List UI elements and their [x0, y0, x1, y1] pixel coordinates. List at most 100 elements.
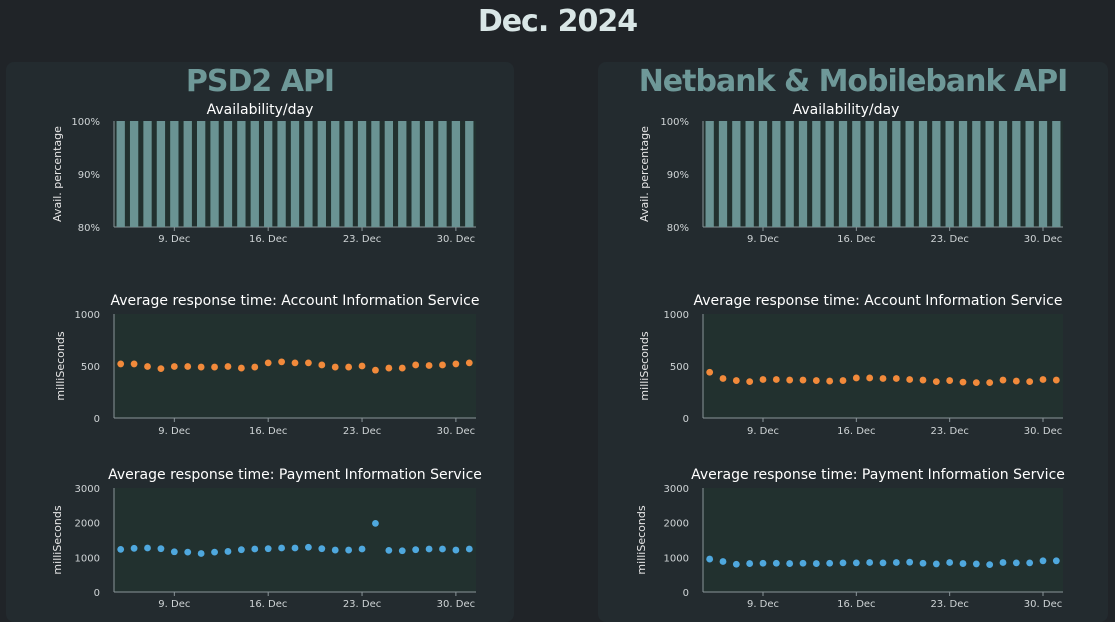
data-point — [278, 358, 285, 366]
x-tick-label: 9. Dec — [747, 599, 779, 610]
availability-bar — [878, 121, 888, 227]
x-tick-label: 9. Dec — [158, 426, 190, 437]
y-tick-label: 80% — [667, 223, 689, 234]
data-point — [345, 546, 353, 554]
data-point — [852, 559, 860, 567]
data-point — [157, 365, 165, 372]
data-point — [318, 361, 326, 369]
availability-bar — [745, 121, 754, 227]
availability-bar — [998, 121, 1008, 227]
availability-bar — [264, 121, 273, 227]
x-tick-label: 9. Dec — [747, 426, 779, 437]
chart-title: Average response time: Account Informati… — [694, 293, 1063, 309]
data-point — [372, 519, 379, 527]
availability-bar — [411, 121, 420, 227]
y-tick-label: 500 — [81, 362, 100, 373]
plot-area — [703, 314, 1063, 418]
data-point — [799, 376, 807, 384]
availability-bar — [183, 121, 192, 227]
data-point — [906, 376, 914, 383]
data-point — [772, 376, 780, 383]
y-tick-label: 1000 — [75, 310, 100, 321]
data-point — [972, 560, 980, 568]
x-tick-label: 16. Dec — [837, 426, 875, 437]
data-point — [117, 545, 125, 553]
data-point — [999, 376, 1007, 384]
availability-bar — [465, 121, 474, 227]
data-point — [157, 545, 165, 553]
data-point — [906, 558, 914, 566]
availability-bar — [892, 121, 901, 227]
data-point — [866, 559, 874, 566]
x-tick-label: 16. Dec — [249, 234, 287, 245]
chart-psd2-ais-response: Average response time: Account Informati… — [54, 293, 480, 437]
availability-bar — [223, 121, 233, 227]
chart-psd2-pis-response: Average response time: Payment Informati… — [51, 467, 482, 610]
y-tick-label: 0 — [94, 588, 100, 599]
availability-bar — [170, 121, 179, 227]
y-axis-label: Avail. percentage — [51, 126, 64, 222]
y-tick-label: 3000 — [664, 484, 689, 495]
x-tick-label: 30. Dec — [1024, 426, 1062, 437]
availability-bar — [398, 121, 407, 227]
y-tick-label: 1000 — [75, 553, 100, 564]
data-point — [184, 363, 192, 370]
data-point — [237, 364, 245, 372]
data-point — [331, 546, 339, 554]
data-point — [264, 359, 272, 367]
data-point — [1012, 377, 1020, 385]
data-point — [439, 361, 446, 369]
x-tick-label: 30. Dec — [437, 234, 475, 245]
data-point — [197, 363, 205, 371]
plot-area — [703, 488, 1063, 592]
y-tick-label: 1000 — [664, 310, 689, 321]
data-point — [224, 548, 232, 555]
data-point — [130, 360, 138, 368]
chart-title: Average response time: Account Informati… — [111, 293, 480, 309]
chart-title: Average response time: Payment Informati… — [691, 467, 1065, 483]
data-point — [211, 548, 218, 556]
availability-bar — [196, 121, 206, 227]
x-tick-label: 30. Dec — [437, 426, 475, 437]
availability-bar — [371, 121, 380, 227]
data-point — [772, 559, 780, 567]
y-tick-label: 100% — [71, 117, 100, 128]
data-point — [291, 544, 299, 552]
data-point — [184, 548, 192, 556]
data-point — [425, 362, 433, 369]
data-point — [986, 561, 994, 569]
availability-bar — [972, 121, 981, 227]
data-point — [130, 544, 138, 552]
availability-bar — [116, 121, 125, 227]
data-point — [826, 377, 834, 385]
panel-psd2-api: PSD2 API Availability/day Avail. percenta… — [6, 62, 514, 622]
y-tick-label: 3000 — [75, 484, 100, 495]
data-point — [251, 363, 259, 371]
data-point — [892, 559, 900, 566]
data-point — [465, 359, 473, 367]
y-tick-label: 90% — [667, 170, 689, 181]
data-point — [144, 363, 151, 370]
data-point — [959, 560, 967, 567]
x-tick-label: 9. Dec — [158, 599, 190, 610]
data-point — [1012, 559, 1020, 567]
availability-bar — [1038, 121, 1048, 227]
y-axis-label: milliSeconds — [51, 505, 64, 574]
availability-bar — [732, 121, 741, 227]
y-tick-label: 100% — [660, 117, 689, 128]
data-point — [812, 377, 820, 384]
data-point — [826, 559, 834, 567]
availability-bar — [852, 121, 861, 227]
data-point — [425, 545, 433, 553]
data-point — [946, 377, 954, 384]
availability-bar — [424, 121, 434, 227]
availability-bar — [1025, 121, 1034, 227]
availability-bar — [918, 121, 928, 227]
availability-bar — [384, 121, 394, 227]
page-title: Dec. 2024 — [477, 4, 638, 39]
data-point — [452, 360, 460, 368]
data-point — [170, 363, 178, 370]
data-point — [264, 545, 272, 553]
chart-netbank-pis-response: Average response time: Payment Informati… — [635, 467, 1065, 610]
data-point — [732, 377, 740, 384]
